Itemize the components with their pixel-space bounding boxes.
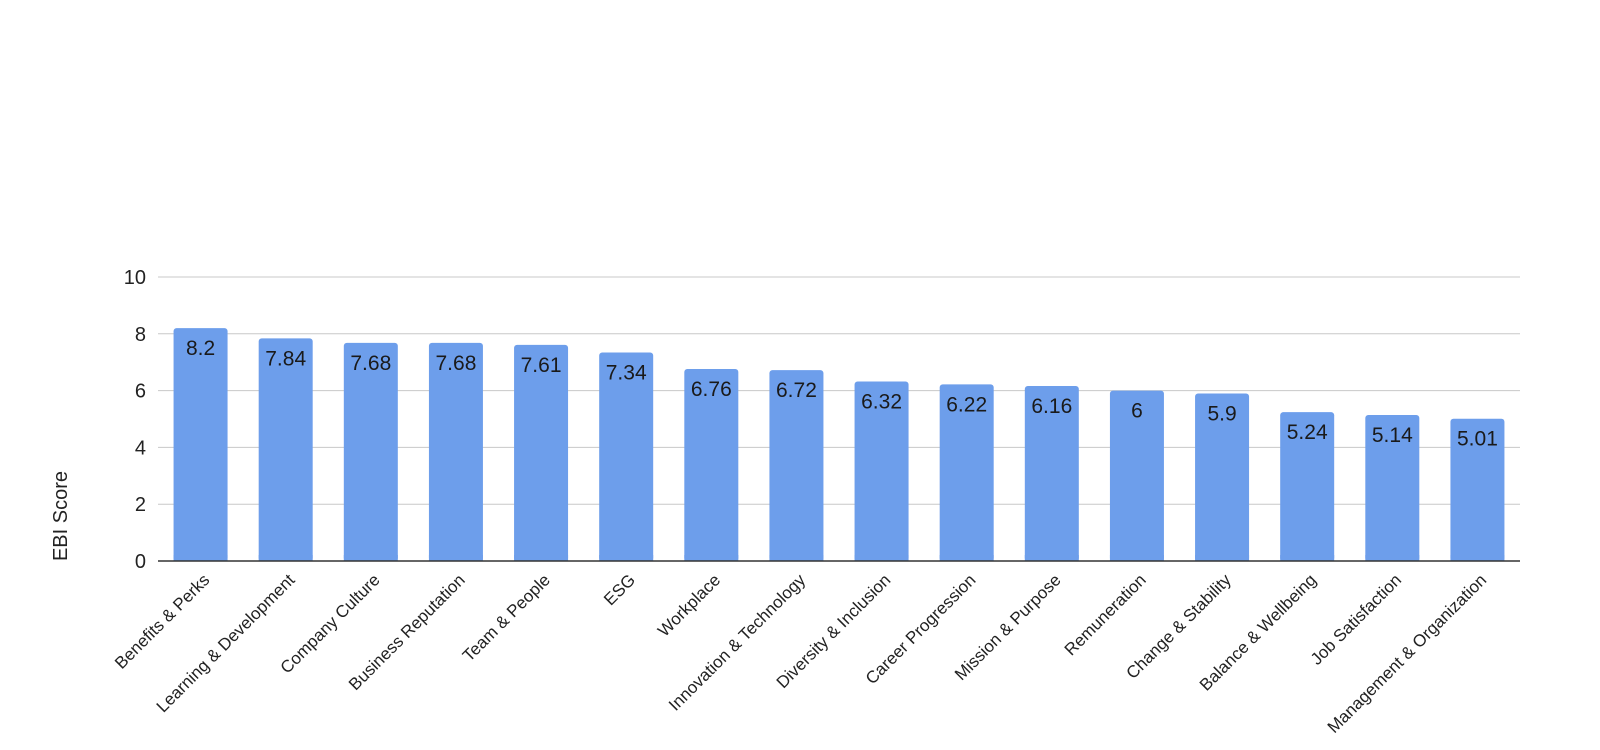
data-label: 6.72 [776, 379, 817, 402]
bar-base [1024, 555, 1079, 561]
data-label: 8.2 [186, 337, 215, 360]
bar-base [854, 555, 909, 561]
bar [514, 344, 569, 561]
bar [1450, 418, 1505, 561]
data-label: 6 [1131, 400, 1143, 423]
bar [854, 381, 909, 561]
bar-base [1195, 555, 1250, 561]
bar-base [258, 555, 313, 561]
y-tick-label: 8 [135, 324, 146, 346]
data-label: 5.9 [1207, 402, 1236, 425]
bar-base [939, 555, 994, 561]
bar [343, 342, 398, 561]
data-label: 5.14 [1372, 424, 1413, 447]
bar-base [599, 555, 654, 561]
data-label: 6.16 [1031, 395, 1072, 418]
bar-base [1109, 555, 1164, 561]
x-tick-label: Workplace [654, 570, 724, 640]
x-tick-label: Learning & Development [153, 570, 299, 716]
data-label: 7.61 [521, 354, 562, 377]
bar-base [343, 555, 398, 561]
x-tick-label: ESG [600, 570, 639, 609]
data-label: 6.76 [691, 378, 732, 401]
bar [1280, 412, 1335, 561]
data-label: 5.01 [1457, 428, 1498, 451]
bar [258, 338, 313, 561]
data-label: 5.24 [1287, 421, 1328, 444]
bar [769, 370, 824, 561]
x-tick-label: Team & People [459, 570, 554, 665]
bar-base [173, 555, 228, 561]
bar [428, 342, 483, 561]
bar-base [684, 555, 739, 561]
bar-base [1280, 555, 1335, 561]
y-tick-label: 2 [135, 494, 146, 516]
x-tick-label: Job Satisfaction [1307, 570, 1405, 668]
x-tick-label: Management & Organization [1324, 570, 1490, 736]
bar [1024, 386, 1079, 561]
x-tick-label: Innovation & Technology [665, 570, 810, 715]
x-tick-label: Remuneration [1061, 570, 1150, 659]
bar [1109, 390, 1164, 561]
data-label: 7.68 [436, 352, 477, 375]
bar [1365, 415, 1420, 561]
data-label: 6.22 [946, 393, 987, 416]
bar-base [428, 555, 483, 561]
bar-base [1365, 555, 1420, 561]
bar-base [1450, 555, 1505, 561]
bar [684, 369, 739, 561]
bar [1195, 393, 1250, 561]
y-tick-label: 4 [135, 437, 146, 459]
bar [939, 384, 994, 561]
bar [173, 328, 228, 561]
bar [599, 352, 654, 561]
bars: 8.2 7.84 7.68 7.68 7.61 7.34 6.76 6.72 6.32 6.22 6… [173, 328, 1505, 561]
y-tick-label: 6 [135, 381, 146, 403]
bar-base [769, 555, 824, 561]
bar-base [514, 555, 569, 561]
y-axis-title: EBI Score [50, 471, 72, 561]
data-label: 7.68 [350, 352, 391, 375]
y-tick-label: 10 [124, 267, 146, 289]
data-label: 7.34 [606, 362, 647, 385]
data-label: 7.84 [265, 347, 306, 370]
data-label: 6.32 [861, 391, 902, 414]
y-tick-label: 0 [135, 551, 146, 573]
